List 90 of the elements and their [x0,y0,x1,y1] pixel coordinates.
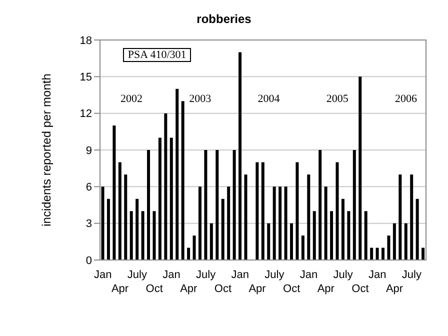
bar [176,88,179,260]
x-tick-label: Jan [231,269,249,281]
bar [141,211,144,260]
bar [347,211,350,260]
bar [221,198,224,260]
bar [227,186,230,260]
x-tick-label: Apr [317,283,335,295]
y-tick-label: 18 [80,34,92,47]
x-tick-label: July [402,269,422,281]
x-tick-label: Apr [111,283,129,295]
x-tick-label: Oct [146,283,163,295]
annotation: PSA 410/301 [122,48,192,62]
annotation: 2006 [394,93,418,106]
bar [387,236,390,260]
bar [301,236,304,260]
bar [392,223,396,260]
bar [181,101,184,260]
x-tick-label: Oct [352,283,369,295]
bar [324,186,328,260]
y-tick-label: 9 [86,144,92,157]
x-tick-label: Apr [180,283,198,295]
x-tick-label: Oct [214,283,232,295]
bar [136,198,139,260]
annotation: 2003 [188,93,212,106]
bar [352,150,356,260]
bar [290,223,293,260]
x-tick-label: Jan [94,269,112,281]
bar [376,248,379,260]
bar [358,76,362,260]
y-tick-label: 3 [86,218,92,230]
x-tick-label: Apr [248,283,266,295]
annotation: 2005 [325,93,350,106]
bar [416,198,419,260]
bar [124,174,128,260]
x-tick-label: Oct [283,283,300,295]
bar [112,126,116,260]
bar [278,186,282,260]
bar [256,162,259,260]
bar [164,113,168,260]
bar [410,174,414,260]
bar [118,162,122,260]
x-tick-label: July [127,269,148,281]
bar [158,138,162,260]
x-tick-label: July [333,269,354,281]
x-tick-label: Jan [368,269,386,281]
x-tick-label: July [196,269,216,281]
bar [272,186,276,260]
bar [336,162,339,260]
bar [312,211,316,260]
bar [261,162,264,260]
bar [284,186,288,260]
y-tick-label: 15 [80,72,92,84]
bar [398,174,402,260]
bar [192,236,196,260]
y-tick-label: 0 [86,254,92,267]
bar [210,223,213,260]
y-axis-title: incidents reported per month [39,74,54,226]
annotation: 2004 [256,93,281,106]
bar [307,174,310,260]
x-tick-label: July [264,269,285,281]
x-tick-label: Jan [162,269,180,281]
bar [232,150,236,260]
bar [101,186,104,260]
bar [170,138,173,260]
bar [216,150,219,260]
bar [341,198,344,260]
bar [198,186,202,260]
x-tick-label: Jan [300,269,318,281]
annotation: 2002 [119,93,144,106]
chart-title: robberies [196,12,252,26]
bar [364,211,368,260]
bar [147,150,150,260]
bar [106,198,110,260]
bar [130,211,133,260]
bar [318,150,322,260]
bar [296,162,299,260]
bar [238,52,242,260]
bar [404,223,408,260]
bar [330,211,334,260]
bar [244,174,248,260]
bar [187,248,190,260]
bar [204,150,208,260]
y-tick-label: 6 [86,182,92,194]
x-tick-label: Apr [386,283,404,295]
y-tick-label: 12 [80,108,92,120]
bar [152,211,156,260]
bar [370,248,374,260]
bar [382,248,385,260]
bar [422,248,425,260]
bar [267,223,270,260]
